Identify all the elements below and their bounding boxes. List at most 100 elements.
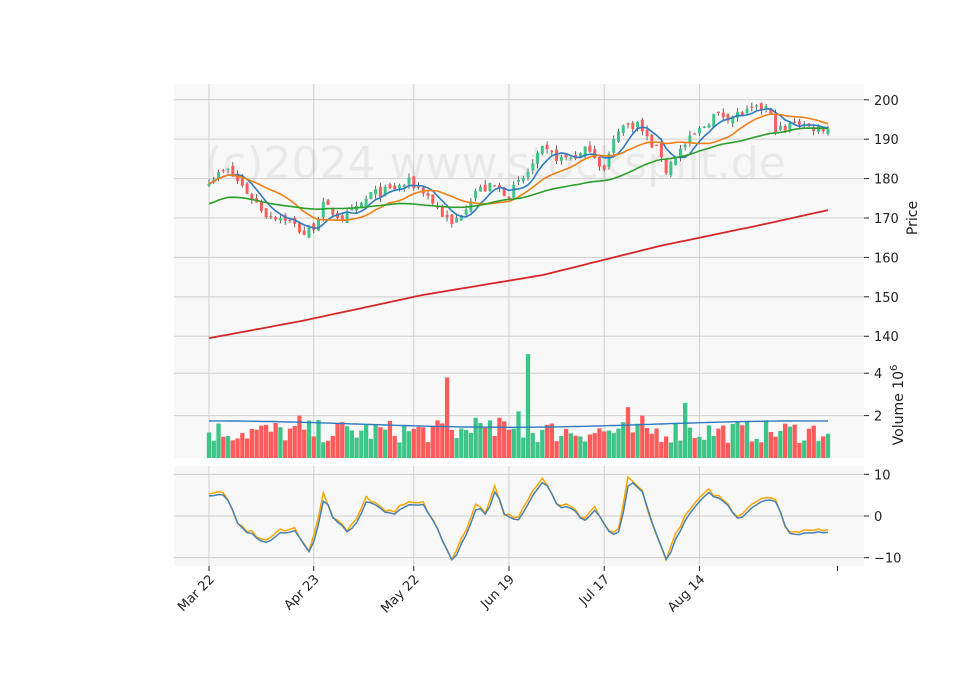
volume-bar — [392, 436, 397, 458]
volume-bar — [330, 435, 335, 458]
candle-body — [783, 125, 787, 131]
candle-body — [274, 217, 278, 220]
candle-body — [236, 173, 240, 182]
price-tick-label: 200 — [874, 94, 899, 109]
volume-bar — [535, 442, 540, 458]
volume-bar — [425, 442, 431, 458]
x-tick-label: Aug 14 — [665, 572, 708, 615]
volume-bar — [221, 436, 226, 458]
candle-body — [583, 146, 587, 157]
candle-body — [488, 183, 492, 192]
candle-body — [445, 214, 449, 218]
volume-bar — [506, 429, 512, 458]
volume-bar — [325, 440, 331, 458]
price-tick-label: 170 — [874, 212, 899, 227]
candle-body — [640, 119, 644, 132]
volume-bar — [259, 425, 264, 458]
volume-bar — [235, 438, 240, 458]
volume-bar — [625, 407, 631, 458]
volume-bar — [716, 428, 721, 458]
volume-bar — [563, 428, 569, 458]
volume-bar — [411, 428, 416, 458]
candle-body — [231, 165, 235, 177]
volume-bar — [359, 430, 364, 458]
candle-body — [507, 196, 511, 200]
candle-body — [750, 106, 754, 108]
volume-bar — [697, 436, 702, 458]
volume-bar — [549, 423, 554, 458]
candle-body — [569, 157, 573, 159]
candle-body — [402, 185, 406, 188]
volume-bar — [792, 424, 797, 458]
volume-bar — [649, 433, 654, 458]
volume-bar — [387, 420, 393, 458]
volume-bar — [778, 430, 783, 458]
volume-bar — [711, 435, 716, 458]
volume-tick-label: 4 — [874, 367, 882, 382]
candle-body — [745, 108, 749, 114]
candle-body — [607, 154, 611, 167]
volume-bar — [278, 427, 283, 458]
candle-body — [540, 146, 544, 154]
candle-body — [278, 217, 282, 221]
volume-bar — [816, 441, 821, 458]
candle-body — [697, 127, 701, 134]
candle-body — [226, 168, 230, 171]
candle-body — [626, 123, 630, 125]
volume-bar — [302, 429, 307, 458]
candle-body — [259, 202, 263, 211]
volume-bar — [654, 428, 659, 458]
volume-bar — [821, 436, 826, 458]
candle-body — [369, 192, 373, 199]
candle-body — [712, 114, 716, 128]
volume-bar — [597, 428, 602, 458]
volume-bar — [502, 421, 507, 458]
volume-bar — [492, 435, 497, 458]
candle-body — [521, 177, 525, 182]
volume-bar — [644, 428, 650, 458]
candle-body — [550, 150, 554, 153]
candle-body — [555, 149, 559, 161]
volume-bar — [735, 421, 740, 458]
candle-body — [812, 127, 816, 132]
volume-bar — [578, 436, 583, 458]
candle-body — [826, 128, 830, 134]
volume-bar — [554, 441, 559, 458]
candle-body — [740, 112, 744, 116]
candle-body — [407, 177, 411, 185]
volume-bar — [287, 428, 293, 458]
candle-body — [240, 178, 244, 186]
candle-body — [464, 209, 468, 215]
volume-bar — [473, 417, 478, 458]
candle-body — [493, 185, 497, 187]
volume-bar — [383, 429, 388, 458]
candle-body — [774, 113, 778, 133]
volume-bar — [435, 420, 440, 458]
volume-bar — [249, 428, 254, 458]
price-tick-label: 140 — [874, 330, 899, 345]
candle-body — [502, 188, 506, 197]
volume-bar — [487, 420, 493, 458]
candle-body — [478, 186, 482, 192]
candle-body — [588, 145, 592, 152]
candle-body — [650, 134, 654, 148]
candle-body — [778, 125, 782, 130]
volume-bar — [311, 436, 316, 458]
candle-body — [636, 121, 640, 128]
volume-bar — [373, 424, 378, 458]
volume-bar — [683, 402, 688, 458]
volume-bar — [583, 441, 588, 458]
volume-bar — [825, 433, 831, 458]
x-tick-label: Jul 17 — [576, 572, 613, 609]
volume-axis-title: Volume 106 — [889, 365, 907, 446]
candle-body — [674, 157, 678, 166]
candle-body — [769, 108, 773, 115]
volume-bar — [754, 438, 759, 458]
candle-body — [726, 114, 730, 121]
sma200-line — [208, 209, 829, 340]
candle-body — [331, 207, 335, 215]
volume-bar — [378, 427, 383, 458]
candle-body — [302, 230, 306, 235]
candle-body — [250, 194, 254, 200]
candle-body — [702, 126, 706, 129]
